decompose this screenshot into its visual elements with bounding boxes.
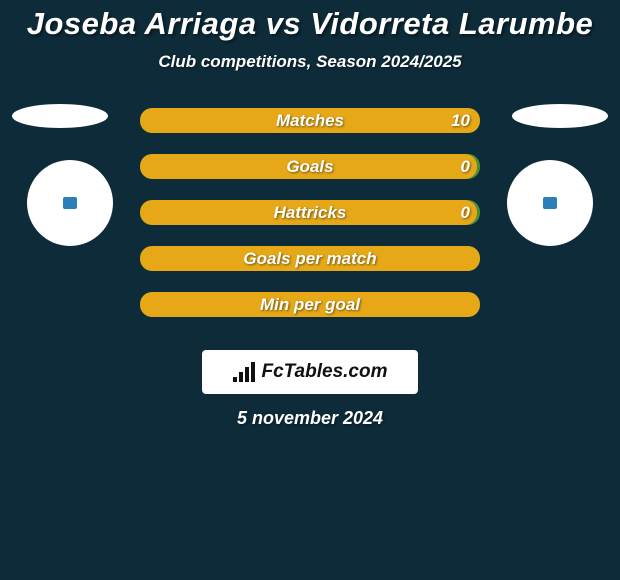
subtitle: Club competitions, Season 2024/2025 [0,52,620,72]
stat-bar: Hattricks 0 [140,200,480,225]
stat-bar: Goals per match [140,246,480,271]
left-player-badge-icon [63,197,77,209]
fctables-logo: FcTables.com [202,350,418,394]
right-player-avatar [507,160,593,246]
right-player-ellipse [512,104,608,128]
stat-bar: Matches 10 [140,108,480,133]
stat-bar-fill [140,154,477,179]
stat-bar: Min per goal [140,292,480,317]
stat-bar-fill [140,200,477,225]
fctables-logo-text: FcTables.com [261,361,387,383]
signal-bars-icon [232,361,256,383]
infographic-root: Joseba Arriaga vs Vidorreta Larumbe Club… [0,0,620,580]
stat-bar-fill [140,108,480,133]
stat-bar: Goals 0 [140,154,480,179]
left-player-avatar [27,160,113,246]
date-label: 5 november 2024 [0,408,620,429]
page-title: Joseba Arriaga vs Vidorreta Larumbe [0,0,620,42]
stat-bar-fill [140,246,480,271]
stat-bars: Matches 10 Goals 0 Hattricks 0 Goals per… [140,108,480,338]
left-player-ellipse [12,104,108,128]
right-player-badge-icon [543,197,557,209]
stat-bar-fill [140,292,480,317]
